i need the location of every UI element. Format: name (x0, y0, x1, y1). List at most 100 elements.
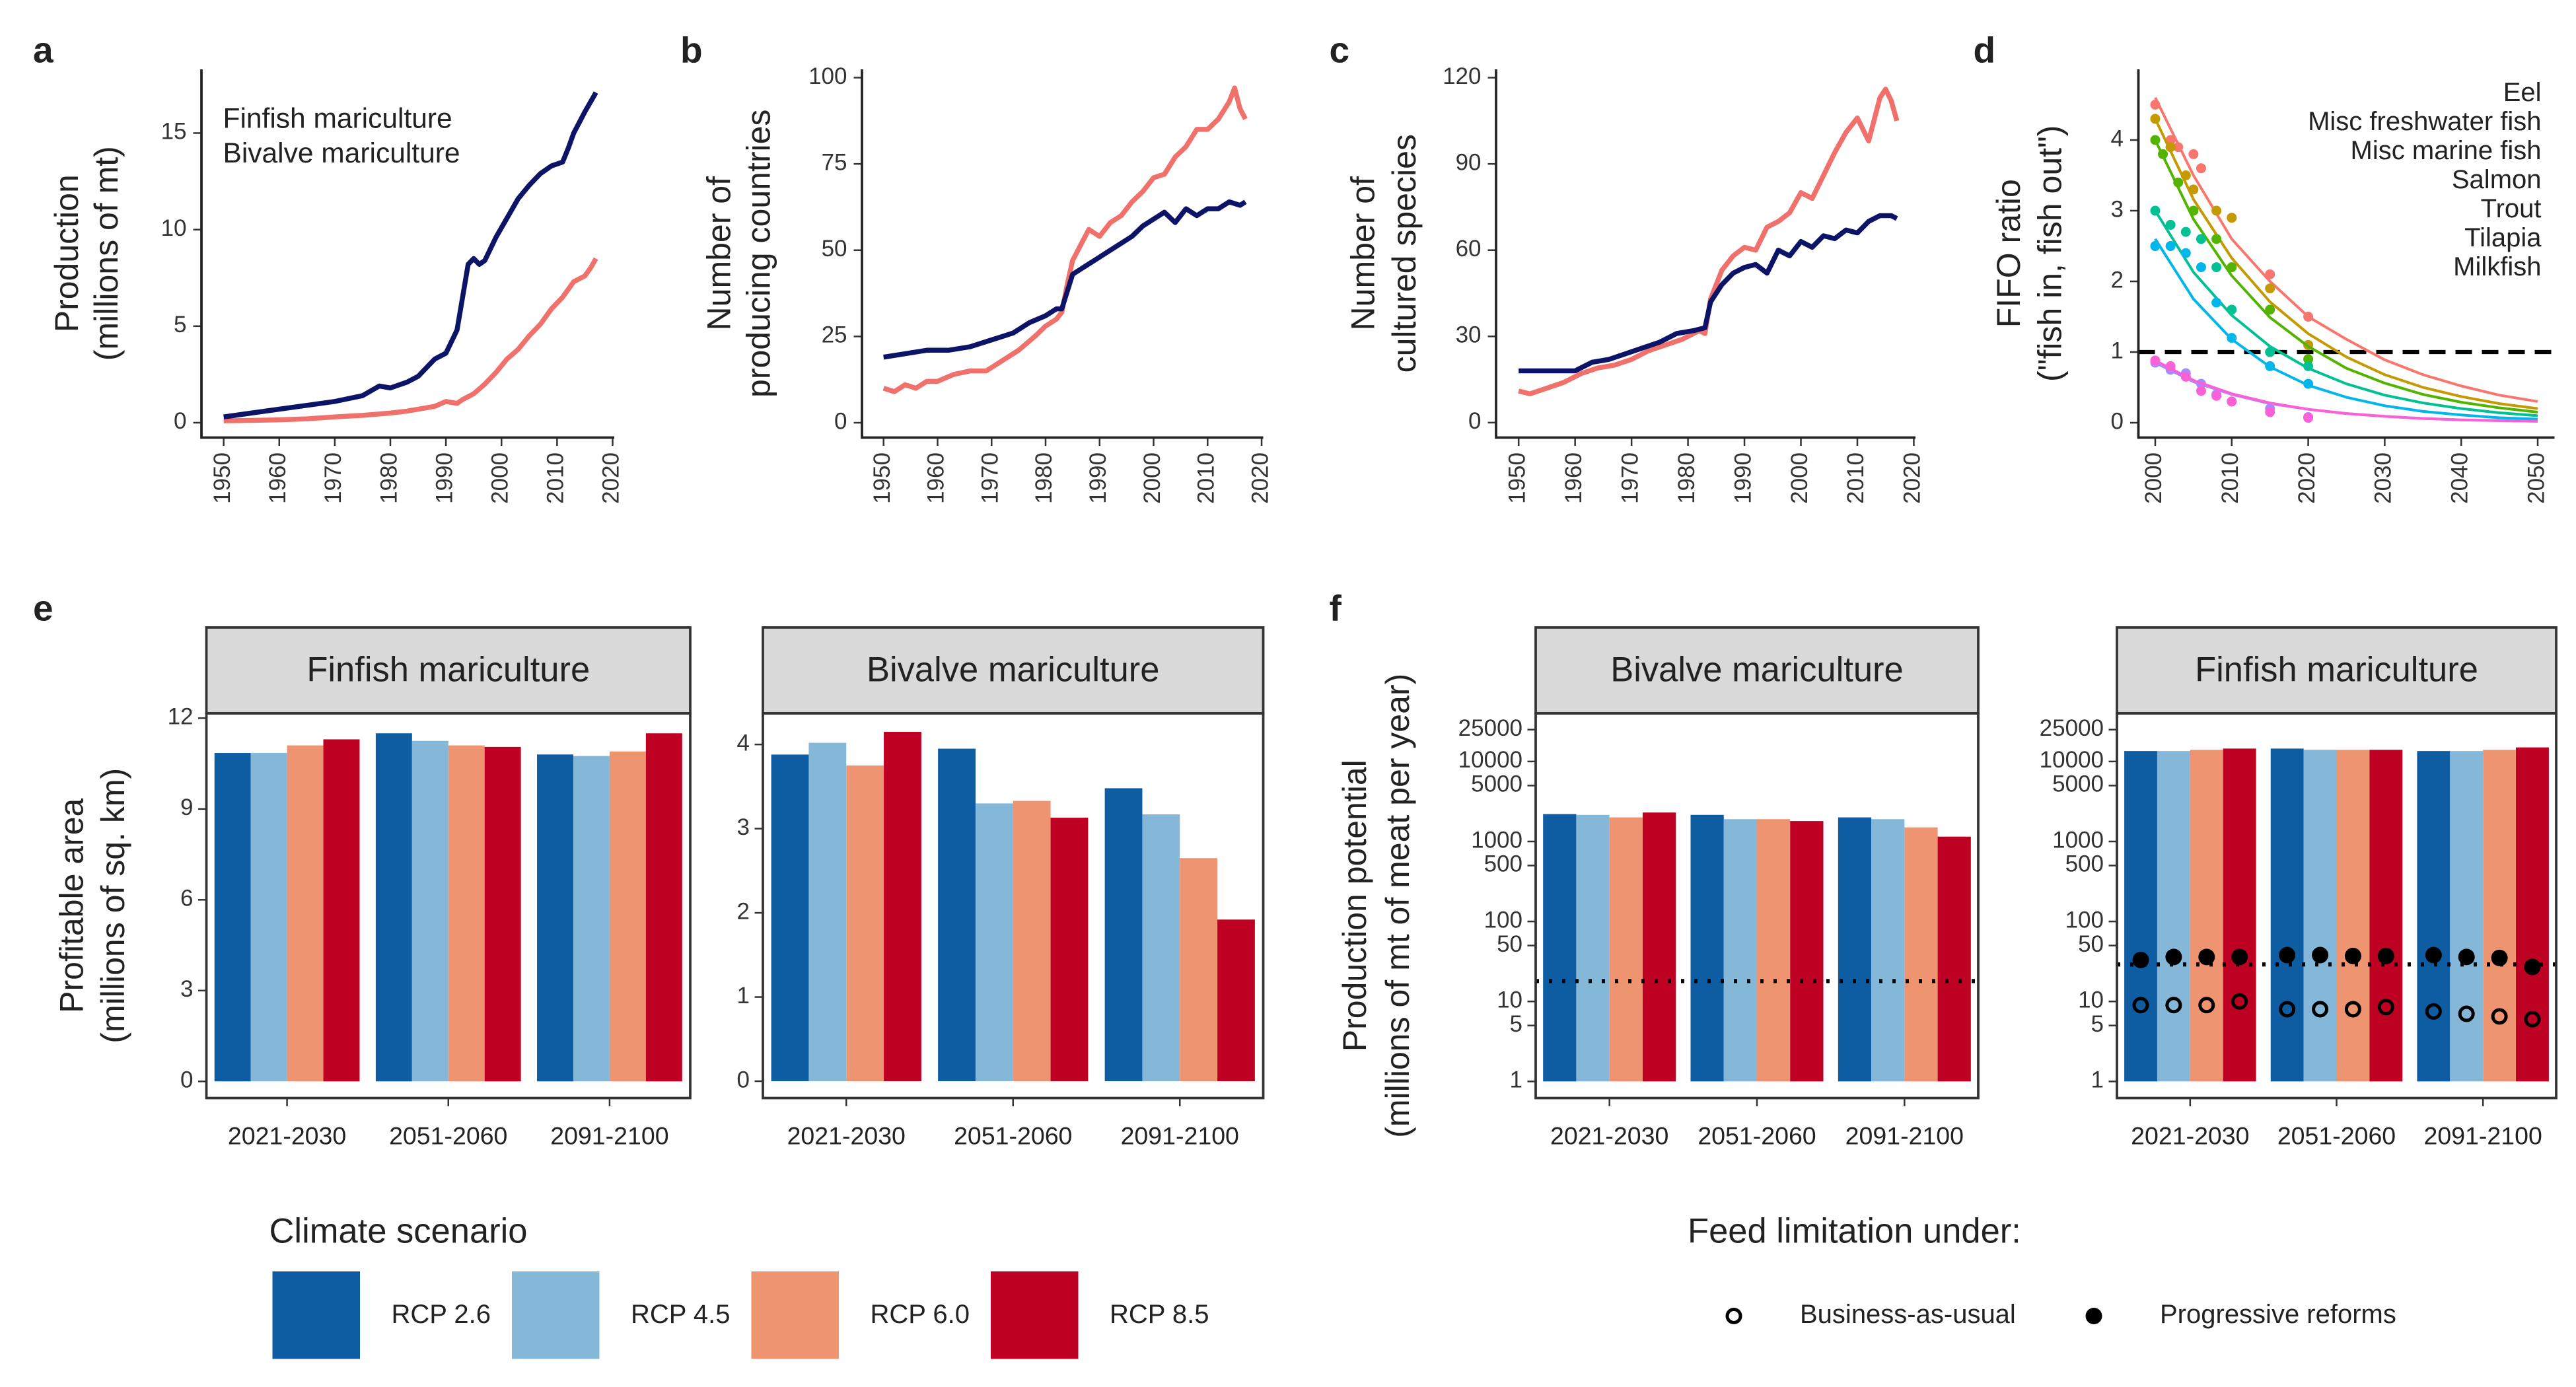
x-tick-label: 2020 (2294, 452, 2320, 504)
data-point (2227, 262, 2237, 273)
x-tick-label: 1980 (1031, 452, 1057, 504)
y-tick-label: 30 (1456, 322, 1482, 348)
series-line (2154, 139, 2538, 413)
x-tick-label: 2050 (2523, 452, 2549, 504)
y-axis-title: FIFO ratio (1990, 179, 2027, 328)
data-point (2303, 378, 2314, 389)
data-point (2180, 248, 2191, 258)
x-tick-label: 2091-2100 (1121, 1121, 1239, 1149)
data-point (2265, 347, 2275, 357)
data-point (2265, 407, 2275, 417)
bar (250, 753, 287, 1082)
bar (1937, 836, 1971, 1082)
facet-strip (762, 626, 1265, 715)
y-axis-title: producing countries (740, 110, 777, 398)
y-tick-label: 9 (180, 795, 193, 820)
y-tick-label: 50 (1497, 931, 1522, 957)
y-tick-label: 90 (1456, 149, 1482, 175)
bar (2190, 750, 2223, 1082)
panel-label: e (33, 588, 54, 629)
data-point (2173, 142, 2184, 153)
y-axis-title: (millions of mt of meat per year) (1379, 674, 1416, 1138)
y-tick-label: 10 (2078, 987, 2104, 1013)
x-tick-label: 2000 (487, 452, 513, 504)
legend-label: RCP 6.0 (871, 1300, 970, 1329)
y-tick-label: 500 (2065, 851, 2104, 877)
data-point (2227, 213, 2237, 223)
bar (1543, 814, 1577, 1082)
y-tick-label: 10000 (2040, 747, 2104, 773)
x-tick-label: 1970 (1617, 452, 1643, 504)
bar (2270, 748, 2304, 1082)
panel-label: f (1330, 588, 1342, 629)
data-point (2303, 361, 2314, 371)
feed-point (2491, 949, 2508, 966)
bar (1142, 814, 1180, 1082)
legend-label: RCP 8.5 (1110, 1300, 1209, 1329)
y-axis-title: (millions of mt) (88, 146, 125, 361)
x-tick-label: 2051-2060 (1698, 1121, 1816, 1149)
bar (448, 745, 485, 1082)
bar (808, 742, 847, 1082)
bar (2516, 747, 2549, 1082)
facet-title: Bivalve mariculture (867, 650, 1159, 689)
y-tick-label: 3 (737, 814, 750, 840)
legend-key (272, 1271, 360, 1359)
data-point (2196, 234, 2206, 244)
data-point (2196, 163, 2206, 174)
series-line (223, 257, 598, 423)
y-axis-title: Profitable area (54, 798, 90, 1013)
y-tick-label: 2 (737, 898, 750, 924)
bar (771, 754, 809, 1082)
legend-key (991, 1271, 1079, 1359)
bar (1609, 817, 1643, 1082)
x-tick-label: 2051-2060 (2277, 1121, 2396, 1149)
feed-point (2524, 958, 2541, 976)
y-axis-title: ("fish in, fish out") (2032, 125, 2069, 382)
y-tick-label: 25000 (2040, 715, 2104, 741)
panel-label: a (33, 30, 54, 71)
data-point (2211, 205, 2222, 216)
data-point (2165, 241, 2176, 252)
bar (938, 748, 976, 1082)
feed-point (2458, 1005, 2475, 1022)
x-tick-label: 2010 (543, 452, 569, 504)
y-tick-label: 1 (2091, 1067, 2104, 1093)
feed-point (2198, 948, 2215, 966)
y-tick-label: 0 (834, 408, 847, 434)
y-tick-label: 1000 (2052, 827, 2104, 853)
data-point (2211, 390, 2222, 401)
legend-label: Bivalve mariculture (223, 138, 460, 169)
panel-label: c (1330, 30, 1350, 71)
bar (1757, 819, 1791, 1082)
y-tick-label: 50 (822, 236, 847, 262)
series-line (223, 91, 598, 419)
y-axis-title: Number of (1345, 176, 1382, 331)
panel-border (1534, 712, 1980, 1100)
y-tick-label: 4 (737, 730, 750, 756)
series-line (883, 199, 1247, 360)
y-tick-label: 0 (174, 408, 186, 434)
x-tick-label: 2030 (2371, 452, 2396, 504)
data-point (2265, 269, 2275, 279)
bar (573, 756, 610, 1082)
series-line (882, 85, 1248, 394)
y-tick-label: 1 (1510, 1067, 1522, 1093)
y-tick-label: 5 (174, 312, 186, 338)
bar (609, 751, 646, 1082)
bar (537, 754, 573, 1082)
data-point (2188, 184, 2199, 195)
x-tick-label: 2021-2030 (228, 1121, 346, 1149)
x-tick-label: 2000 (1139, 452, 1165, 504)
series-line (1519, 213, 1898, 374)
data-point (2180, 371, 2191, 382)
y-tick-label: 0 (1468, 408, 1481, 434)
y-tick-label: 120 (1443, 63, 1481, 89)
y-tick-label: 100 (808, 63, 847, 89)
y-tick-label: 25 (822, 322, 847, 348)
y-tick-label: 3 (2111, 196, 2124, 222)
legend-label: Finfish mariculture (223, 104, 452, 135)
feed-point (2165, 997, 2182, 1014)
bar (2223, 748, 2256, 1082)
feed-point (2344, 947, 2361, 964)
